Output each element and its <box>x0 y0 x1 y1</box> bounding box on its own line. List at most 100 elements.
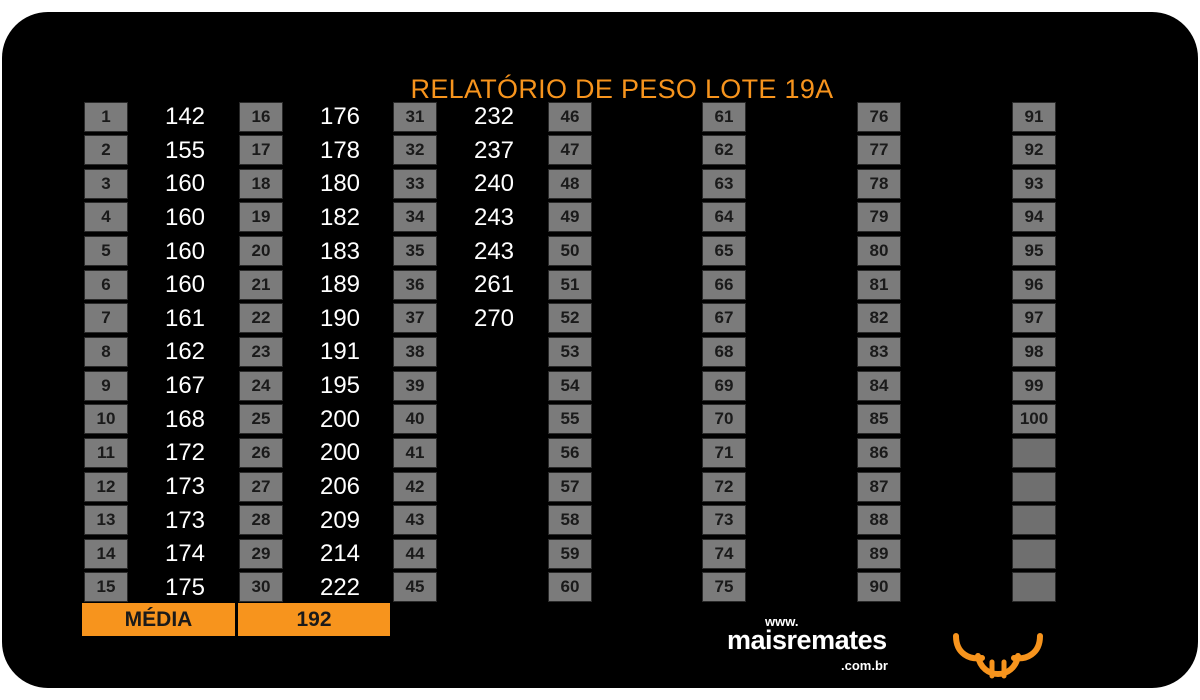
weight-value: 232 <box>473 103 515 130</box>
lot-number: 58 <box>548 505 592 536</box>
weight-value: 237 <box>473 136 515 164</box>
lot-number: 86 <box>857 437 901 468</box>
weight-value <box>453 437 535 469</box>
lot-number: 28 <box>239 505 283 536</box>
weight-value: 160 <box>164 203 206 231</box>
maisremates-logo: www. maisremates .com.br <box>727 612 917 682</box>
lot-number: 61 <box>702 101 746 132</box>
lot-number: 55 <box>548 404 592 435</box>
lot-number: 17 <box>239 135 283 166</box>
lot-number: 2 <box>84 135 128 166</box>
lot-number: 31 <box>393 101 437 132</box>
lot-number: 96 <box>1012 269 1056 300</box>
lot-number: 95 <box>1012 236 1056 267</box>
lot-number: 19 <box>239 202 283 233</box>
report-title: RELATÓRIO DE PESO LOTE 19A <box>410 74 834 104</box>
weight-value: 160 <box>164 170 206 198</box>
weight-value: 270 <box>473 304 515 332</box>
lot-number: 5 <box>84 236 128 267</box>
lot-number: 32 <box>393 135 437 166</box>
weight-value: 178 <box>319 136 361 164</box>
lot-number: 74 <box>702 538 746 569</box>
weight-value: 167 <box>164 372 206 400</box>
weight-value: 182 <box>319 203 361 231</box>
weight-value: 200 <box>319 405 361 433</box>
lot-number: 7 <box>84 303 128 334</box>
weight-value: 190 <box>319 304 361 332</box>
lot-number: 18 <box>239 168 283 199</box>
weight-value: 183 <box>319 237 361 265</box>
lot-number: 25 <box>239 404 283 435</box>
lot-number: 38 <box>393 336 437 367</box>
weight-value <box>453 370 535 402</box>
lot-number: 100 <box>1012 404 1056 435</box>
weight-value <box>453 505 535 537</box>
weight-value <box>453 336 535 368</box>
lot-number: 73 <box>702 505 746 536</box>
lot-number: 77 <box>857 135 901 166</box>
lot-number: 33 <box>393 168 437 199</box>
lot-number: 70 <box>702 404 746 435</box>
lot-number: 35 <box>393 236 437 267</box>
lot-number: 89 <box>857 538 901 569</box>
weight-value: 142 <box>164 103 206 130</box>
lot-number: 36 <box>393 269 437 300</box>
lot-number: 85 <box>857 404 901 435</box>
lot-number: 88 <box>857 505 901 536</box>
media-label: MÉDIA <box>82 603 235 636</box>
lot-number: 79 <box>857 202 901 233</box>
lot-number: 97 <box>1012 303 1056 334</box>
weight-value: 206 <box>319 473 361 501</box>
lot-number: 23 <box>239 336 283 367</box>
lot-number: 49 <box>548 202 592 233</box>
lot-number: 52 <box>548 303 592 334</box>
lot-number: 65 <box>702 236 746 267</box>
lot-number: 92 <box>1012 135 1056 166</box>
lot-number: 75 <box>702 572 746 603</box>
weight-value: 195 <box>319 372 361 400</box>
lot-number <box>1012 538 1056 569</box>
lot-number: 67 <box>702 303 746 334</box>
lot-number: 83 <box>857 336 901 367</box>
lot-number: 14 <box>84 538 128 569</box>
lot-number: 63 <box>702 168 746 199</box>
weight-value: 160 <box>164 271 206 299</box>
weight-value: 180 <box>319 170 361 198</box>
lot-number: 8 <box>84 336 128 367</box>
weight-value: 191 <box>319 338 361 366</box>
weight-value: 189 <box>319 271 361 299</box>
lot-number: 39 <box>393 370 437 401</box>
lot-number: 40 <box>393 404 437 435</box>
lot-number: 50 <box>548 236 592 267</box>
report-panel: RELATÓRIO DE PESO LOTE 19A 1 142 2 155 3 160 4… <box>2 12 1198 688</box>
weight-value <box>453 538 535 570</box>
weight-value: 175 <box>164 573 206 601</box>
weight-value: 160 <box>164 237 206 265</box>
logo-domain: .com.br <box>841 658 888 673</box>
lot-number: 26 <box>239 437 283 468</box>
lot-number: 53 <box>548 336 592 367</box>
weight-value: 161 <box>164 304 206 332</box>
lot-number: 64 <box>702 202 746 233</box>
weight-value: 174 <box>164 540 206 568</box>
lot-number: 91 <box>1012 101 1056 132</box>
weight-value: 209 <box>319 506 361 534</box>
lot-number: 98 <box>1012 336 1056 367</box>
lot-number <box>1012 437 1056 468</box>
lot-number: 12 <box>84 471 128 502</box>
weight-value: 172 <box>164 439 206 467</box>
weight-value <box>453 572 535 604</box>
lot-number: 68 <box>702 336 746 367</box>
lot-number: 6 <box>84 269 128 300</box>
lot-number: 69 <box>702 370 746 401</box>
lot-number: 4 <box>84 202 128 233</box>
weight-value: 261 <box>473 271 515 299</box>
lot-number: 24 <box>239 370 283 401</box>
lot-number: 78 <box>857 168 901 199</box>
lot-number: 41 <box>393 437 437 468</box>
lot-number: 59 <box>548 538 592 569</box>
weight-value: 200 <box>319 439 361 467</box>
weight-value: 173 <box>164 506 206 534</box>
lot-number: 44 <box>393 538 437 569</box>
lot-number: 11 <box>84 437 128 468</box>
